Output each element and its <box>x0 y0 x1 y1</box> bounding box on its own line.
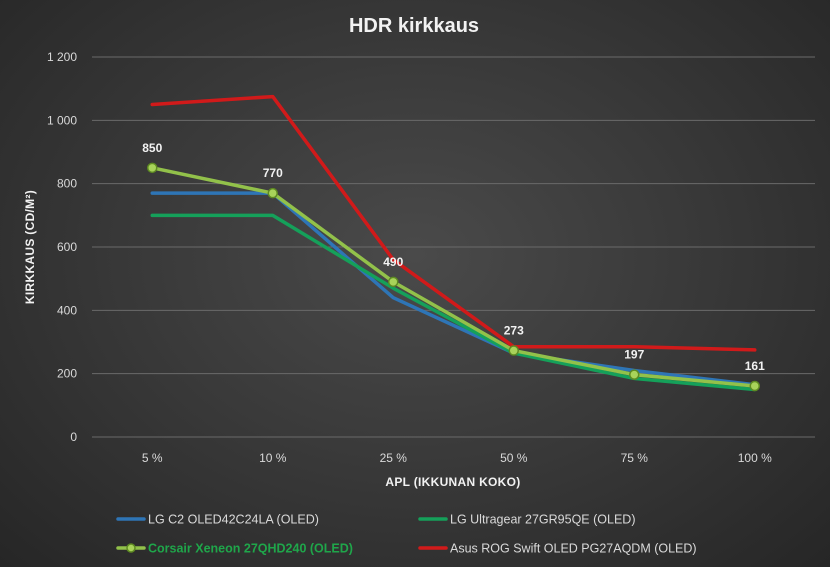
y-tick-label: 400 <box>57 303 77 317</box>
legend-item: Asus ROG Swift OLED PG27AQDM (OLED) <box>418 542 697 556</box>
data-point-marker <box>147 162 158 174</box>
data-label: 770 <box>263 166 283 180</box>
x-tick-label: 25 % <box>380 451 408 465</box>
x-tick-label: 50 % <box>500 451 528 465</box>
series-lines <box>147 94 760 392</box>
y-axis-title: KIRKKAUS (CD/M²) <box>23 190 37 304</box>
x-axis-ticks: 5 % 10 % 25 % 50 % 75 % 100 % <box>142 451 772 465</box>
chart-title: HDR kirkkaus <box>349 15 479 37</box>
legend-item: LG C2 OLED42C24LA (OLED) <box>116 513 319 527</box>
legend-item: LG Ultragear 27GR95QE (OLED) <box>418 513 636 527</box>
data-label: 197 <box>624 348 644 362</box>
data-label: 161 <box>745 359 765 373</box>
data-label: 850 <box>142 141 162 155</box>
legend-marker <box>126 543 136 553</box>
x-axis-title: APL (IKKUNAN KOKO) <box>385 475 520 489</box>
legend-label: LG Ultragear 27GR95QE (OLED) <box>450 513 636 527</box>
y-tick-label: 200 <box>57 367 77 381</box>
data-point-marker <box>388 276 399 288</box>
legend-label: LG C2 OLED42C24LA (OLED) <box>148 513 319 527</box>
data-labels: 850 770 490 273 197 161 <box>142 141 765 373</box>
y-tick-label: 1 000 <box>47 113 77 127</box>
legend-label: Corsair Xeneon 27QHD240 (OLED) <box>148 542 353 556</box>
x-tick-label: 10 % <box>259 451 287 465</box>
y-tick-label: 600 <box>57 240 77 254</box>
series-line-corsair-xeneon-27qhd240-oled <box>150 166 757 388</box>
legend: LG C2 OLED42C24LA (OLED) LG Ultragear 27G… <box>116 513 697 556</box>
data-point-marker <box>267 187 278 199</box>
series-line-asus-rog-swift-oled-pg27aqdm-oled <box>150 94 757 352</box>
y-tick-label: 1 200 <box>47 50 77 64</box>
legend-item: Corsair Xeneon 27QHD240 (OLED) <box>116 542 353 556</box>
data-point-marker <box>508 345 519 356</box>
legend-label: Asus ROG Swift OLED PG27AQDM (OLED) <box>450 542 697 556</box>
data-point-marker <box>749 380 760 392</box>
y-tick-label: 0 <box>70 430 77 444</box>
y-tick-label: 800 <box>57 177 77 191</box>
data-label: 490 <box>383 255 403 269</box>
x-tick-label: 5 % <box>142 451 163 465</box>
y-axis-ticks: 0 200 400 600 800 1 000 1 200 <box>47 50 77 444</box>
x-tick-label: 75 % <box>621 451 649 465</box>
x-tick-label: 100 % <box>738 451 772 465</box>
data-label: 273 <box>504 324 524 338</box>
data-point-marker <box>629 369 640 380</box>
series-line-lg-ultragear-27gr95qe-oled <box>150 213 757 392</box>
series-line-lg-c2-oled42c24la-oled <box>150 191 757 387</box>
gridlines <box>92 56 815 438</box>
